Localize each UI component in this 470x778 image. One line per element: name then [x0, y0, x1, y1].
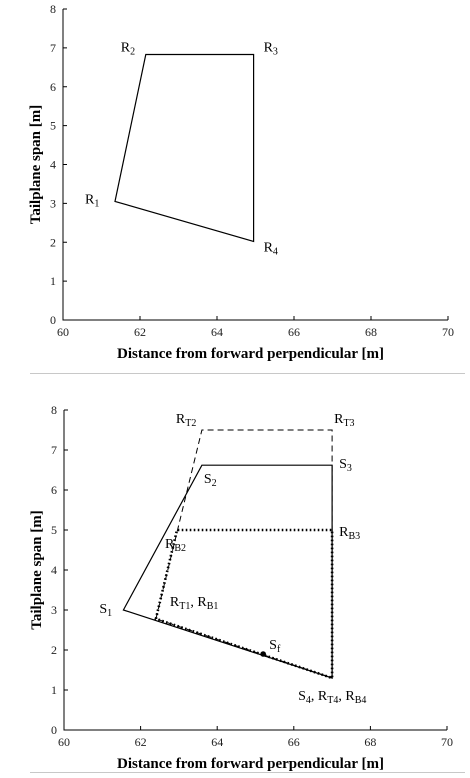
bottom-point-label-s2: S2 [204, 472, 217, 489]
top-y-tick-label: 3 [50, 196, 56, 210]
top-x-tick-label: 62 [134, 325, 146, 339]
bottom-y-tick-label: 5 [51, 523, 57, 537]
bottom-x-tick-label: 60 [58, 735, 70, 749]
figure-bottom-rule [30, 772, 465, 773]
top-x-tick-label: 64 [211, 325, 223, 339]
top-series-solid-outline [114, 53, 255, 243]
bottom-centroid-marker [260, 651, 266, 657]
top-y-tick-label: 5 [50, 119, 56, 133]
bottom-x-axis-title: Distance from forward perpendicular [m] [117, 756, 384, 772]
top-y-tick-label: 2 [50, 235, 56, 249]
bottom-y-tick-label: 6 [51, 483, 57, 497]
top-axes [62, 9, 448, 321]
bottom-y-tick-label: 0 [51, 723, 57, 737]
bottom-y-tick-label: 4 [51, 563, 57, 577]
bottom-x-tick-label: 70 [441, 735, 453, 749]
top-x-tick-label: 70 [442, 325, 454, 339]
top-y-tick-label: 1 [50, 274, 56, 288]
bottom-y-tick-label: 8 [51, 403, 57, 417]
bottom-y-tick-label: 2 [51, 643, 57, 657]
top-y-tick-label: 0 [50, 313, 56, 327]
chart-bottom: 60 62 64 66 68 70 0 1 2 3 4 5 6 7 8 Distance from forwa… [29, 403, 453, 772]
bottom-axes [63, 410, 447, 731]
top-x-tick-label: 68 [365, 325, 377, 339]
top-point-label-r3: R3 [264, 40, 278, 57]
bottom-point-label-s4-rt4-rb4: S4, RT4, RB4 [298, 689, 366, 706]
top-y-tick-label: 8 [50, 2, 56, 16]
bottom-point-label-s1: S1 [99, 602, 112, 619]
bottom-x-tick-label: 66 [288, 735, 300, 749]
bottom-series-dashed-outline [155, 429, 333, 679]
bottom-series-solid-outline [122, 464, 333, 679]
bottom-point-label-sf: Sf [269, 638, 281, 655]
top-y-axis-title: Tailplane span [m] [28, 105, 44, 224]
bottom-point-label-rt3: RT3 [334, 412, 354, 429]
bottom-point-label-s3: S3 [339, 457, 352, 474]
top-point-label-r1: R1 [85, 192, 99, 209]
top-x-axis-title: Distance from forward perpendicular [m] [117, 346, 384, 362]
bottom-y-tick-label: 3 [51, 603, 57, 617]
top-y-tick-label: 6 [50, 80, 56, 94]
bottom-point-label-rt2: RT2 [176, 412, 196, 429]
bottom-point-label-rt1-rb1: RT1, RB1 [170, 595, 218, 612]
top-y-tick-label: 7 [50, 41, 56, 55]
bottom-point-label-rb3: RB3 [339, 525, 360, 542]
top-y-tick-label: 4 [50, 158, 56, 172]
chart-top: 60 62 64 66 68 70 0 1 2 3 4 5 6 7 8 Distance from forwa… [28, 2, 454, 362]
bottom-point-label-rb2: RB2 [165, 537, 186, 554]
bottom-x-tick-label: 68 [364, 735, 376, 749]
top-x-tick-label: 60 [57, 325, 69, 339]
bottom-series-dotted-outline [154, 528, 334, 680]
bottom-y-tick-label: 1 [51, 683, 57, 697]
top-point-label-r4: R4 [264, 240, 278, 257]
top-point-label-r2: R2 [121, 40, 135, 57]
top-x-tick-label: 66 [288, 325, 300, 339]
figure-separator [30, 373, 465, 374]
bottom-y-tick-label: 7 [51, 443, 57, 457]
bottom-x-tick-label: 62 [135, 735, 147, 749]
bottom-y-axis-title: Tailplane span [m] [29, 510, 45, 629]
bottom-x-tick-label: 64 [211, 735, 223, 749]
